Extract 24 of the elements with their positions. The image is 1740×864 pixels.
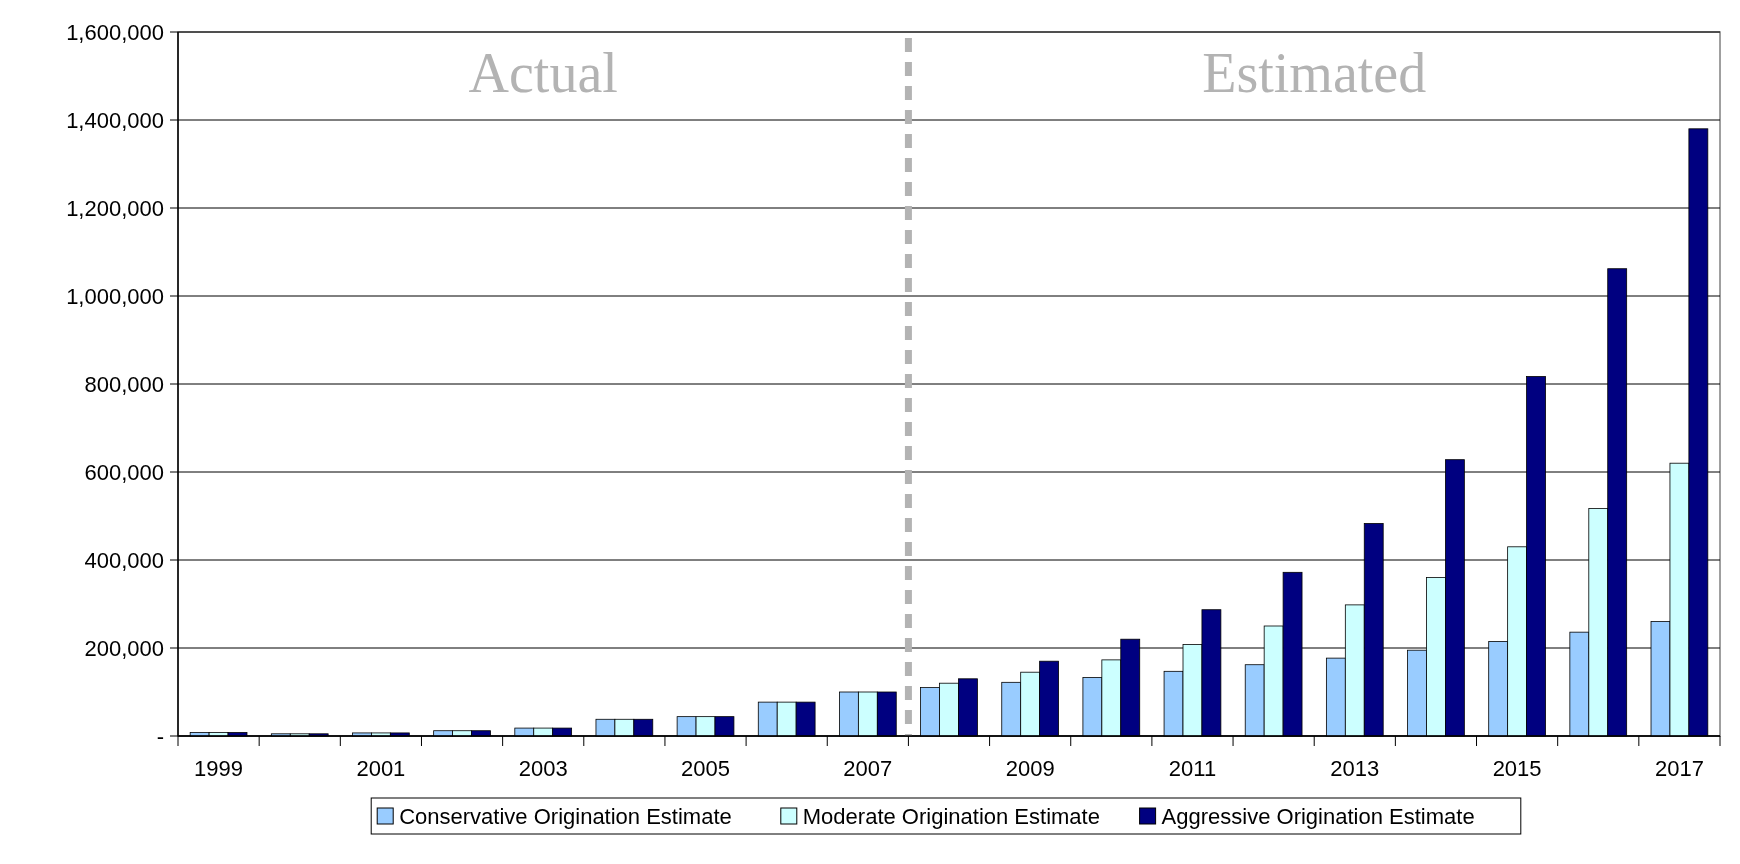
- x-tick-label: 2003: [518, 756, 568, 781]
- x-tick-label: 2013: [1330, 756, 1380, 781]
- annotation: Actual: [468, 42, 618, 104]
- legend-label: Moderate Origination Estimate: [802, 803, 1100, 829]
- y-tick-label: 200,000: [84, 635, 164, 661]
- y-tick-label: 600,000: [84, 459, 164, 485]
- annotation: Estimated: [1202, 42, 1427, 104]
- x-tick-label: 2007: [843, 756, 893, 781]
- y-tick-label: 400,000: [84, 547, 164, 573]
- x-tick-label: 2011: [1168, 756, 1217, 781]
- y-tick-label: 1,000,000: [66, 283, 164, 309]
- y-tick-label: 1,600,000: [66, 19, 164, 45]
- y-tick-label: 800,000: [84, 371, 164, 397]
- x-tick-label: 1999: [194, 756, 244, 781]
- legend-label: Aggressive Origination Estimate: [1161, 803, 1475, 829]
- y-tick-label: 1,400,000: [66, 107, 164, 133]
- legend-label: Conservative Origination Estimate: [399, 803, 732, 829]
- y-tick-label: 1,200,000: [66, 195, 164, 221]
- x-tick-label: 2017: [1654, 756, 1704, 781]
- x-tick-label: 2009: [1005, 756, 1055, 781]
- x-tick-label: 2015: [1492, 756, 1542, 781]
- x-tick-label: 2005: [681, 756, 730, 781]
- x-tick-label: 2001: [356, 756, 406, 781]
- y-tick-label: -: [156, 723, 164, 749]
